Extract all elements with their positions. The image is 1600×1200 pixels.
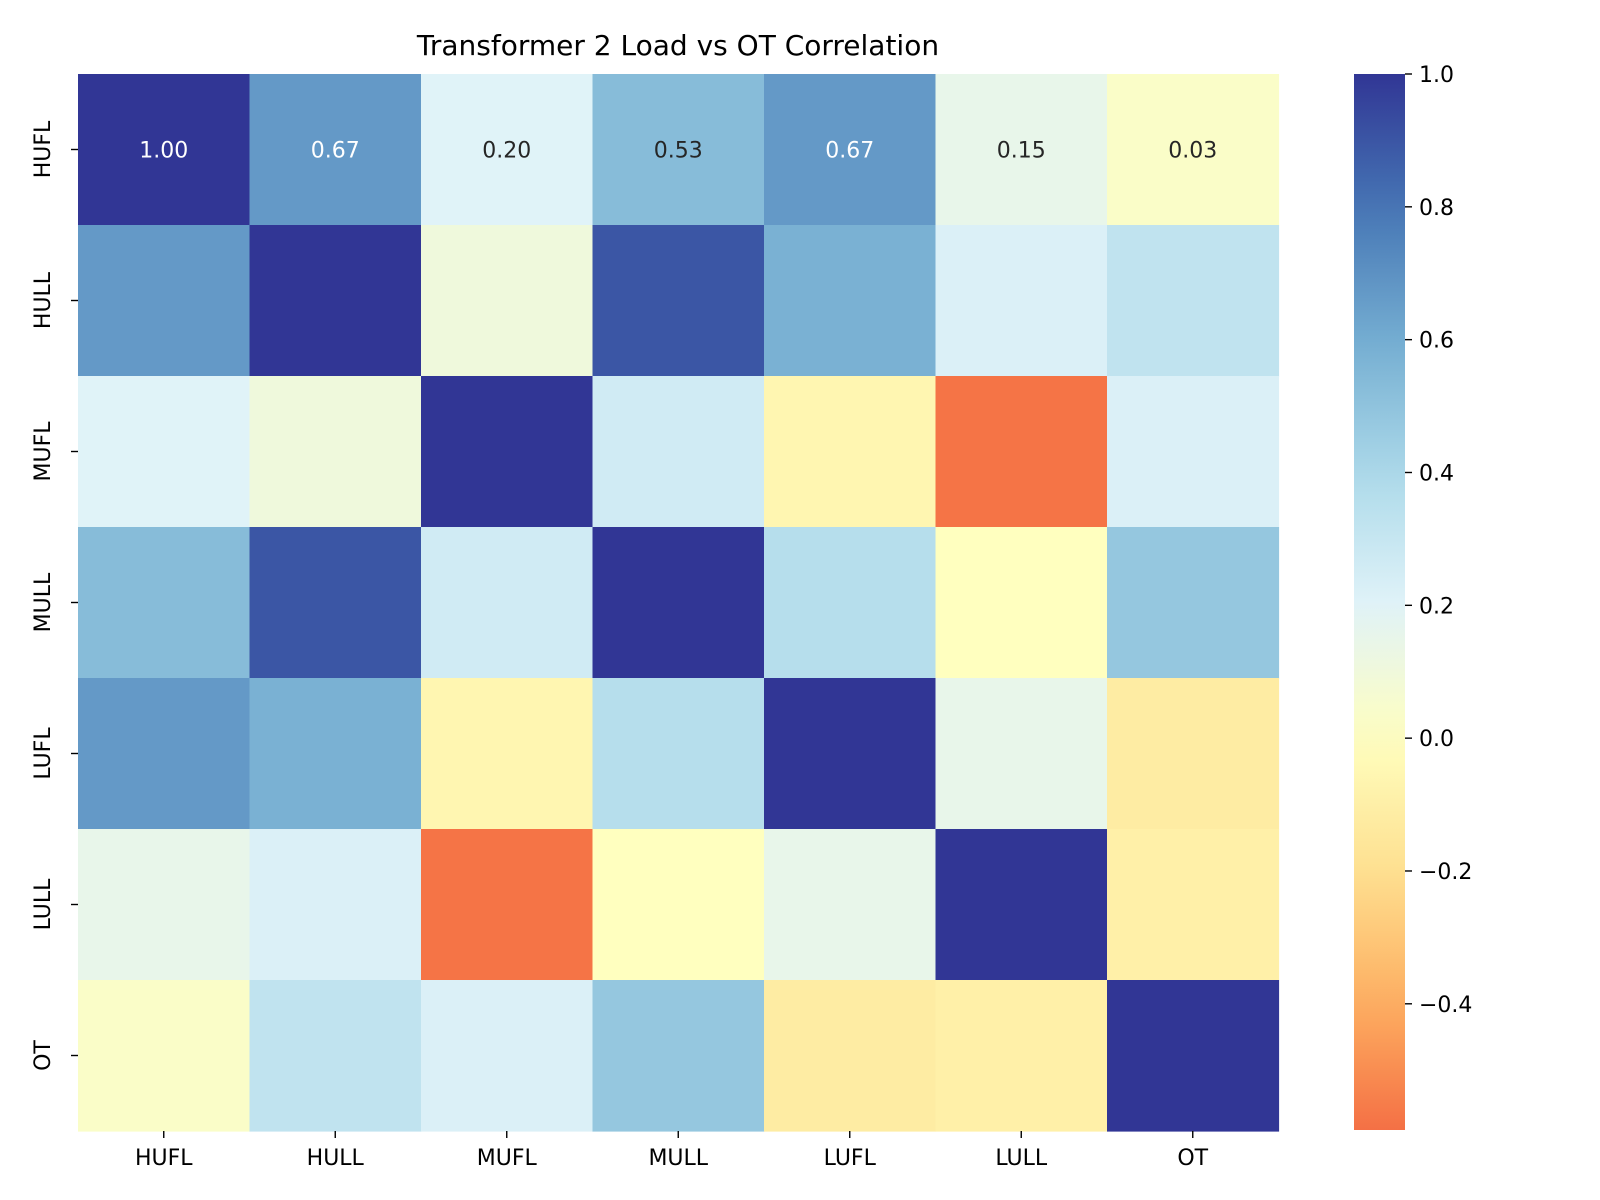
heatmap-cell [1107,527,1280,679]
heatmap-cell [78,376,251,528]
heatmap-cell [935,829,1108,981]
heatmap-cell [764,678,937,830]
y-tick-label: LULL [31,878,56,931]
heatmap-cell [249,829,422,981]
y-tick-label: MULL [31,572,56,632]
y-axis-ticks: HUFL HULL MUFL MULL LUFL LULL OT [31,120,78,1071]
heatmap-cell [421,678,594,830]
heatmap-cell [249,376,422,528]
colorbar-tick-label: −0.2 [1419,860,1472,885]
heatmap-cell [935,225,1108,377]
cell-annotation: 0.20 [482,139,531,164]
y-tick-label: MUFL [31,421,56,482]
heatmap-cell [592,74,765,226]
cell-annotation: 0.53 [654,139,703,164]
heatmap-cell [78,74,251,226]
colorbar-tick-label: 0.4 [1419,461,1454,486]
cell-annotation: 0.15 [997,139,1046,164]
heatmap-cell [421,376,594,528]
heatmap-cell [764,980,937,1132]
heatmap-cells [78,74,1280,1132]
y-tick-label: HULL [31,271,56,329]
colorbar-tick-label: −0.4 [1419,993,1472,1018]
heatmap-cell [935,980,1108,1132]
heatmap-cell [764,829,937,981]
heatmap-cell [1107,829,1280,981]
colorbar-tick-label: 0.2 [1419,594,1454,619]
cell-annotations: 1.00 0.67 0.20 0.53 0.67 0.15 0.03 [139,139,1217,164]
colorbar-tick-label: 0.6 [1419,329,1454,354]
heatmap-cell [935,678,1108,830]
heatmap-cell [764,74,937,226]
x-tick-label: MUFL [477,1146,538,1171]
heatmap-cell [78,980,251,1132]
heatmap-cell [592,678,765,830]
heatmap-cell [1107,74,1280,226]
heatmap-cell [1107,678,1280,830]
cell-annotation: 1.00 [139,139,188,164]
colorbar-ticks: 1.0 0.8 0.6 0.4 0.2 0.0 −0.2 −0.4 [1405,63,1472,1018]
heatmap-cell [249,225,422,377]
colorbar [1354,74,1405,1130]
heatmap-cell [592,225,765,377]
heatmap-cell [1107,376,1280,528]
heatmap-cell [764,376,937,528]
heatmap-cell [1107,225,1280,377]
y-tick-label: LUFL [31,727,56,780]
heatmap-cell [935,527,1108,679]
heatmap-cell [592,980,765,1132]
x-tick-label: LUFL [824,1146,877,1171]
cell-annotation: 0.67 [825,139,874,164]
heatmap-cell [935,74,1108,226]
colorbar-tick-label: 1.0 [1419,63,1454,88]
x-tick-label: MULL [648,1146,708,1171]
heatmap-cell [764,225,937,377]
chart-title: Transformer 2 Load vs OT Correlation [416,29,939,62]
x-tick-label: LULL [995,1146,1048,1171]
heatmap-cell [421,980,594,1132]
heatmap-cell [592,829,765,981]
heatmap-cell [421,829,594,981]
heatmap-cell [78,225,251,377]
x-tick-label: HULL [307,1146,365,1171]
cell-annotation: 0.03 [1168,139,1217,164]
heatmap-cell [78,829,251,981]
heatmap-cell [249,74,422,226]
heatmap-cell [421,225,594,377]
heatmap-cell [421,74,594,226]
heatmap-cell [421,527,594,679]
heatmap-cell [592,527,765,679]
colorbar-tick-label: 0.8 [1419,196,1454,221]
heatmap-cell [249,678,422,830]
heatmap-cell [1107,980,1280,1132]
cell-annotation: 0.67 [311,139,360,164]
x-tick-label: HUFL [135,1146,193,1171]
heatmap-cell [935,376,1108,528]
heatmap-cell [764,527,937,679]
heatmap-cell [78,527,251,679]
heatmap-cell [592,376,765,528]
colorbar-tick-label: 0.0 [1419,727,1454,752]
heatmap-cell [249,527,422,679]
heatmap-cell [249,980,422,1132]
y-tick-label: HUFL [31,120,56,178]
x-tick-label: OT [1177,1146,1208,1171]
x-axis-ticks: HUFL HULL MUFL MULL LUFL LULL OT [135,1131,1209,1171]
y-tick-label: OT [31,1040,56,1071]
heatmap-cell [78,678,251,830]
